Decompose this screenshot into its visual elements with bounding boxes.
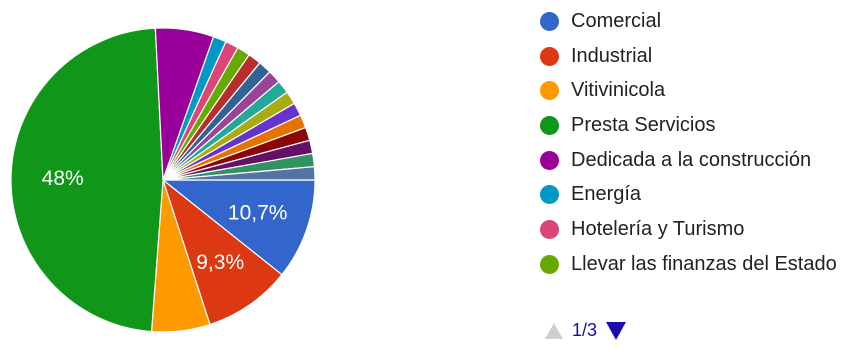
legend-label: Industrial: [571, 44, 653, 67]
legend-swatch: [540, 11, 559, 31]
legend-item[interactable]: Comercial: [540, 4, 837, 39]
legend-label: Dedicada a la construcción: [571, 148, 812, 171]
legend-item[interactable]: Vitivinicola: [540, 73, 837, 108]
legend-swatch: [540, 219, 559, 239]
legend-swatch: [540, 46, 559, 66]
pie-slice-18[interactable]: [162, 165, 316, 181]
legend-label: Vitivinicola: [571, 79, 666, 102]
legend-label: Llevar las finanzas del Estado: [571, 252, 837, 275]
legend-swatch: [540, 150, 559, 170]
legend-swatch: [540, 254, 559, 274]
legend-swatch: [540, 81, 559, 101]
next-page-icon[interactable]: [606, 321, 627, 340]
legend-label: Energía: [571, 183, 642, 206]
legend-label: Hotelería y Turismo: [571, 217, 745, 240]
legend-swatch: [540, 115, 559, 135]
legend-item[interactable]: Dedicada a la construcción: [540, 143, 837, 178]
page-indicator: 1/3: [572, 320, 598, 340]
legend-label: Comercial: [571, 9, 662, 32]
pie-data-label-1: 9,3%: [196, 251, 244, 274]
legend-item[interactable]: Llevar las finanzas del Estado: [540, 247, 837, 282]
pie-slice-1[interactable]: [161, 178, 283, 326]
legend-swatch: [540, 185, 559, 205]
pie-slice-3[interactable]: [10, 27, 164, 333]
legend-item[interactable]: Energía: [540, 177, 837, 212]
pie-data-label-0: 10,7%: [228, 202, 288, 225]
legend-label: Presta Servicios: [571, 113, 716, 136]
legend-item[interactable]: Hotelería y Turismo: [540, 212, 837, 247]
pie-data-label-3: 48%: [42, 167, 84, 190]
legend: Comercial Industrial Vitivinicola Presta Se…: [540, 4, 837, 282]
legend-item[interactable]: Presta Servicios: [540, 108, 837, 143]
pie-slice-0[interactable]: [161, 179, 316, 276]
legend-pager: 1/3: [545, 320, 627, 341]
previous-page-icon[interactable]: [545, 322, 563, 339]
legend-item[interactable]: Industrial: [540, 39, 837, 74]
